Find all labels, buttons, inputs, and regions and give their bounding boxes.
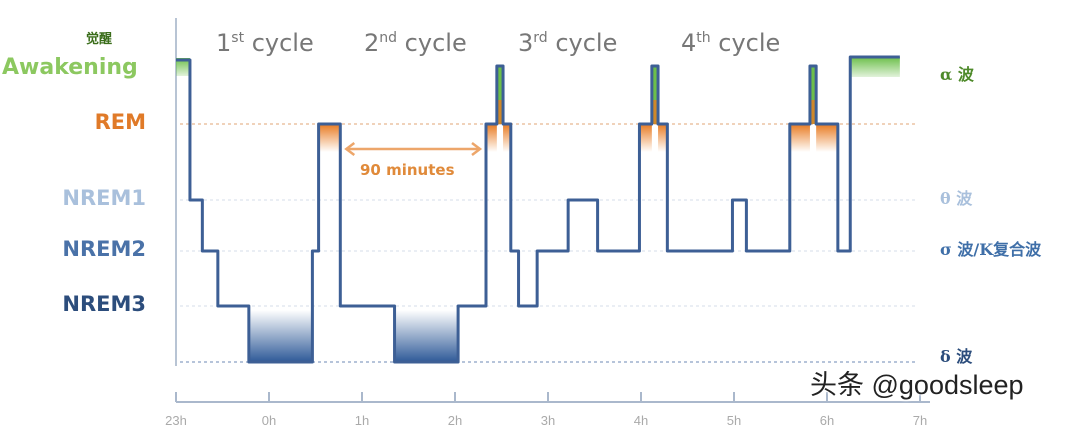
x-tick-label: 7h — [912, 413, 928, 428]
awake-spike-rem-tint — [496, 100, 504, 124]
rem-fill — [486, 124, 497, 152]
x-tick-label: 23h — [165, 413, 187, 428]
awake-spike-fill — [496, 66, 504, 124]
stage-label: NREM2 — [62, 237, 146, 262]
awake-fill — [176, 58, 190, 76]
deep-sleep-fill — [394, 310, 459, 362]
x-tick-label: 6h — [819, 413, 835, 428]
arrow-head-left — [344, 142, 356, 156]
cycle-label: 1st cycle — [216, 29, 314, 57]
x-tick-label: 4h — [633, 413, 649, 428]
awake-spike-rem-tint — [651, 100, 659, 124]
x-tick-label: 5h — [726, 413, 742, 428]
cycle-label: 3rd cycle — [518, 29, 618, 57]
awake-fill — [850, 57, 900, 77]
rem-fill — [318, 124, 341, 152]
watermark: 头条 @goodsleep — [810, 370, 1024, 400]
awake-spike-fill — [809, 66, 817, 124]
rem-fill — [789, 124, 810, 152]
deep-sleep-fill — [248, 310, 313, 362]
rem-fill — [639, 124, 652, 152]
stage-label: NREM1 — [62, 186, 146, 211]
rem-fill — [503, 124, 511, 152]
stage-label: REM — [94, 110, 146, 135]
wave-label: θ 波 — [940, 189, 973, 208]
rem-fill — [816, 124, 838, 152]
wave-label: σ 波/K复合波 — [940, 240, 1042, 259]
x-tick-label: 3h — [540, 413, 556, 428]
wave-label: δ 波 — [940, 347, 973, 366]
x-tick-label: 2h — [447, 413, 463, 428]
cycle-label: 4th cycle — [681, 29, 781, 57]
stage-label: 觉醒 — [85, 32, 112, 47]
x-tick-label: 1h — [354, 413, 370, 428]
awake-spike-fill — [651, 66, 659, 124]
x-tick-label: 0h — [261, 413, 277, 428]
rem-fill — [658, 124, 668, 152]
arrow-head-right — [471, 142, 483, 156]
cycle-label: 2nd cycle — [364, 29, 467, 57]
hypnogram-line — [176, 55, 900, 364]
stage-label: NREM3 — [62, 292, 146, 317]
annotation-90-minutes: 90 minutes — [360, 161, 455, 179]
stage-label: Awakening — [2, 55, 138, 80]
awake-spike-rem-tint — [809, 100, 817, 124]
wave-label: α 波 — [940, 65, 974, 84]
